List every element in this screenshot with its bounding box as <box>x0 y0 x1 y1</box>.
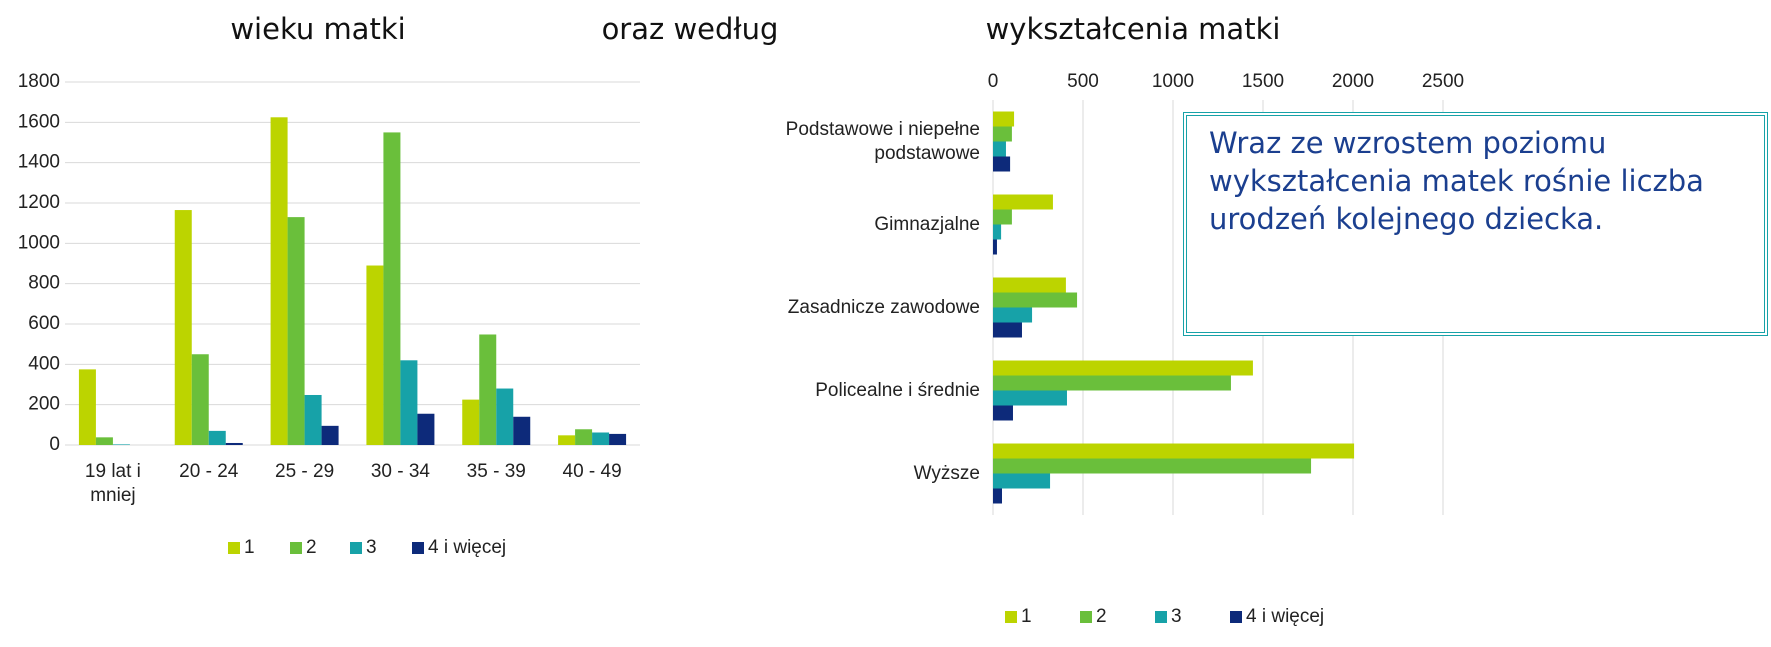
y-tick-label: 1800 <box>18 71 60 92</box>
bar <box>993 156 1011 172</box>
legend-label: 2 <box>306 537 317 558</box>
bar <box>496 388 514 445</box>
bar <box>993 194 1053 210</box>
legend-swatch <box>350 542 362 554</box>
bar <box>993 458 1312 474</box>
x-tick-label: 0 <box>988 71 999 92</box>
bar <box>383 132 401 445</box>
bar <box>609 433 627 445</box>
bar <box>287 217 305 445</box>
bar <box>993 322 1022 338</box>
legend-swatch <box>1155 611 1167 623</box>
y-tick-label: 800 <box>28 273 60 294</box>
bar <box>270 117 288 446</box>
legend-swatch <box>290 542 302 554</box>
y-tick-label: 1200 <box>18 192 60 213</box>
x-tick-label: 2000 <box>1332 71 1374 92</box>
bar <box>993 307 1033 323</box>
y-tick-label: 1400 <box>18 152 60 173</box>
y-tick-label: 400 <box>28 353 60 374</box>
y-tick-label: Policealne i średnie <box>815 379 980 401</box>
bar <box>993 360 1253 376</box>
bar <box>993 277 1066 293</box>
chart-title: wykształcenia matki <box>985 12 1281 46</box>
x-tick-label: 35 - 39 <box>466 461 526 482</box>
legend-label: 1 <box>244 537 255 558</box>
y-tick-label: 1000 <box>18 232 60 253</box>
x-tick-label: 2500 <box>1422 71 1464 92</box>
y-tick-label: Wyższe <box>913 462 980 484</box>
y-tick-label: Gimnazjalne <box>874 213 980 235</box>
bar <box>558 435 576 445</box>
y-tick-label: Podstawowe i niepełne podstawowe <box>785 118 980 164</box>
legend-swatch <box>412 542 424 554</box>
x-tick-label: 25 - 29 <box>275 461 335 482</box>
x-tick-label: 30 - 34 <box>370 461 430 482</box>
bar <box>479 334 497 445</box>
legend-label: 2 <box>1096 606 1107 627</box>
x-tick-label: 1500 <box>1242 71 1284 92</box>
legend-label: 3 <box>1171 606 1182 627</box>
bar <box>78 369 96 445</box>
x-tick-label: 1000 <box>1152 71 1194 92</box>
bar <box>400 360 418 445</box>
bar <box>993 473 1051 489</box>
y-tick-label: 0 <box>49 434 60 455</box>
bar <box>993 375 1231 391</box>
y-tick-label: 600 <box>28 313 60 334</box>
bar <box>993 111 1015 127</box>
legend-label: 1 <box>1021 606 1032 627</box>
bar <box>993 488 1002 504</box>
legend-swatch <box>1005 611 1017 623</box>
bar <box>366 265 384 445</box>
x-tick-label: 40 - 49 <box>562 461 622 482</box>
bar <box>95 437 113 445</box>
bar <box>993 209 1012 225</box>
bar <box>208 430 226 445</box>
bar <box>174 210 192 445</box>
legend-swatch <box>1080 611 1092 623</box>
legend-swatch <box>228 542 240 554</box>
bar <box>993 390 1067 406</box>
bar <box>191 354 209 445</box>
header: oraz według <box>601 12 779 46</box>
bar <box>112 444 130 445</box>
callout: Wraz ze wzrostem poziomu wykształcenia m… <box>1183 112 1768 336</box>
y-tick-label: 1600 <box>18 111 60 132</box>
y-tick-label: Zasadnicze zawodowe <box>787 296 980 318</box>
bar <box>993 443 1355 459</box>
bar <box>304 394 322 445</box>
y-tick-label: 200 <box>28 394 60 415</box>
bar <box>513 416 531 445</box>
bar <box>417 413 435 445</box>
legend-label: 4 i więcej <box>1246 606 1324 627</box>
bar <box>321 425 339 445</box>
x-tick-label: 19 lat i mniej <box>84 461 141 506</box>
bar <box>225 442 243 445</box>
x-tick-label: 20 - 24 <box>179 461 239 482</box>
x-tick-label: 500 <box>1067 71 1099 92</box>
bar <box>993 405 1013 421</box>
chart-title: wieku matki <box>230 12 406 46</box>
bar <box>575 429 593 445</box>
bar <box>993 292 1078 308</box>
bar <box>993 141 1006 157</box>
bar <box>993 224 1002 240</box>
bar <box>993 239 997 255</box>
bar <box>592 432 610 445</box>
legend-label: 4 i więcej <box>428 537 506 558</box>
legend-swatch <box>1230 611 1242 623</box>
bar <box>462 399 480 445</box>
bar <box>993 126 1012 142</box>
legend-label: 3 <box>366 537 377 558</box>
